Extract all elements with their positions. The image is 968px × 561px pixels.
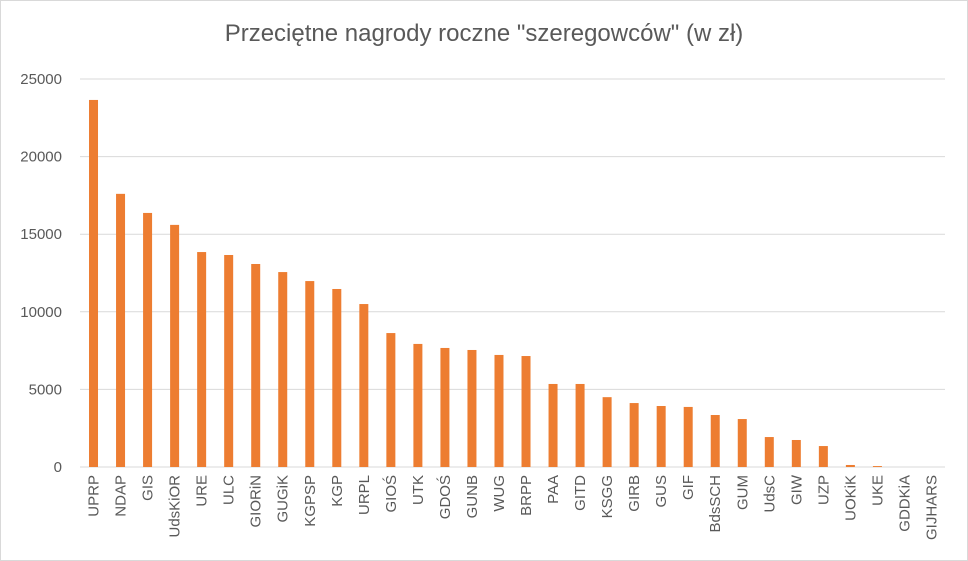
y-tick-label: 10000 — [20, 304, 62, 321]
x-tick-label: GUNB — [464, 475, 481, 518]
bar — [224, 254, 234, 467]
bar — [494, 354, 504, 467]
x-tick-label: URPL — [356, 475, 373, 515]
x-tick-label: PAA — [545, 475, 562, 504]
x-tick-label: KGPSP — [302, 475, 319, 527]
y-tick-label: 20000 — [20, 149, 62, 166]
x-tick-label: GUGiK — [275, 475, 292, 523]
x-tick-label: GUM — [734, 475, 751, 510]
x-tick-label: GIOŚ — [382, 475, 400, 513]
bar — [143, 212, 153, 467]
bar — [89, 99, 99, 468]
x-tick-label: WUG — [491, 475, 508, 512]
x-tick-label: GUS — [653, 475, 670, 508]
bar — [170, 224, 180, 467]
bar — [251, 263, 261, 467]
x-tick-label: UKE — [869, 475, 886, 506]
bar — [791, 439, 801, 467]
bar — [872, 466, 882, 467]
x-tick-label: UTK — [410, 475, 427, 505]
bar — [386, 333, 396, 467]
bar — [440, 347, 450, 467]
bar — [332, 288, 342, 467]
bar — [656, 406, 666, 467]
bar — [305, 281, 315, 467]
x-tick-label: GDDKiA — [896, 475, 913, 532]
x-tick-label: GIS — [140, 475, 157, 501]
x-tick-label: UOKiK — [842, 475, 859, 521]
x-tick-label: BRPP — [518, 475, 535, 516]
x-tick-label: UdsC — [761, 475, 778, 513]
x-tick-label: URE — [194, 475, 211, 507]
bar — [710, 415, 720, 467]
bar — [602, 397, 612, 467]
x-tick-label: GIORiN — [248, 475, 265, 528]
y-tick-label: 0 — [54, 459, 62, 476]
chart-title: Przeciętne nagrody roczne "szeregowców" … — [224, 20, 744, 47]
x-tick-label: ULC — [221, 475, 238, 505]
bar — [683, 406, 693, 467]
x-tick-label: GDOŚ — [436, 475, 454, 519]
bar — [197, 252, 207, 467]
bar — [359, 304, 369, 467]
x-tick-label: BdsSCH — [707, 475, 724, 533]
y-tick-label: 15000 — [20, 226, 62, 243]
bar — [413, 343, 423, 467]
y-tick-label: 5000 — [29, 381, 62, 398]
x-tick-label: UPRP — [86, 475, 103, 517]
bar — [278, 272, 288, 467]
x-tick-label: KSGG — [599, 475, 616, 518]
x-tick-label: NDAP — [113, 475, 130, 517]
bar — [845, 464, 855, 467]
x-tick-label: GITD — [572, 475, 589, 511]
x-tick-label: GIJHARS — [923, 475, 940, 540]
bar — [467, 349, 477, 467]
bar — [548, 383, 558, 467]
x-tick-label: GIRB — [626, 475, 643, 512]
x-tick-label: UdsKiOR — [167, 475, 184, 538]
bar — [575, 383, 585, 467]
x-tick-label: GIF — [680, 475, 697, 500]
y-tick-label: 25000 — [20, 71, 62, 88]
bar — [764, 437, 774, 467]
bar — [818, 446, 828, 467]
bar — [521, 356, 531, 467]
bar — [737, 419, 747, 467]
bar — [629, 403, 639, 467]
bar — [116, 193, 126, 467]
x-tick-label: KGP — [329, 475, 346, 507]
x-tick-label: GIW — [788, 474, 805, 505]
x-tick-label: UZP — [815, 475, 832, 505]
